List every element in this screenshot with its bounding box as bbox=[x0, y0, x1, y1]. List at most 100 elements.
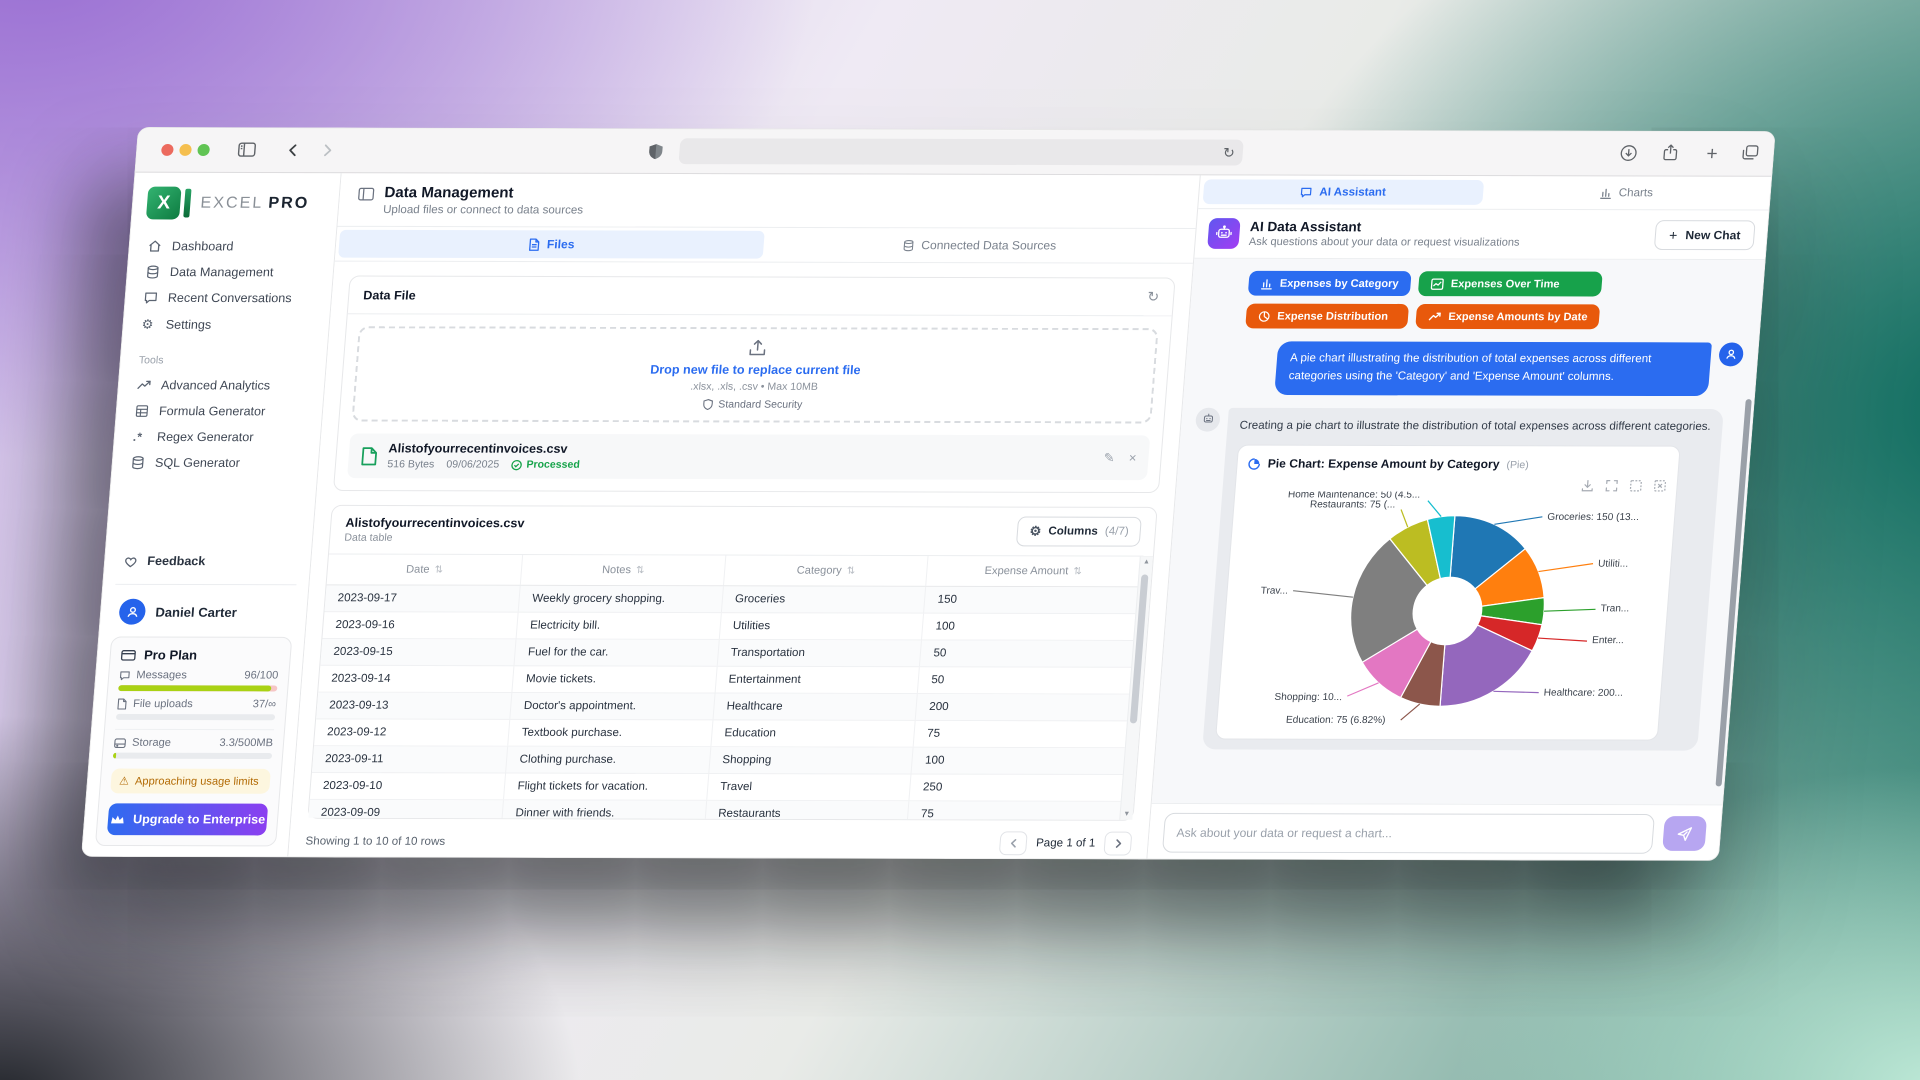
privacy-shield-icon[interactable] bbox=[648, 143, 664, 160]
sidebar-divider bbox=[115, 583, 297, 586]
dropzone-security: Standard Security bbox=[703, 399, 803, 411]
assistant-subtitle: Ask questions about your data or request… bbox=[1248, 236, 1521, 249]
reset-zoom-icon[interactable] bbox=[1653, 479, 1667, 492]
column-header-notes[interactable]: Notes ⇅ bbox=[521, 555, 727, 586]
file-dropzone[interactable]: Drop new file to replace current file .x… bbox=[351, 326, 1159, 424]
sidebar-item-advanced-analytics[interactable]: Advanced Analytics bbox=[130, 372, 313, 398]
assistant-message-text: Creating a pie chart to illustrate the d… bbox=[1239, 419, 1712, 433]
tab-files[interactable]: Files bbox=[338, 229, 765, 259]
tab-charts[interactable]: Charts bbox=[1486, 180, 1767, 206]
table-row[interactable]: 2023-09-09 Dinner with friends. Restaurant… bbox=[308, 799, 1121, 820]
send-button[interactable] bbox=[1662, 816, 1708, 851]
download-chart-icon[interactable] bbox=[1581, 479, 1595, 492]
pagination: Page 1 of 1 bbox=[998, 831, 1133, 856]
pie-slice-home-maintenance[interactable] bbox=[1423, 515, 1456, 580]
trending-up-icon bbox=[136, 378, 152, 392]
chat-input-bar bbox=[1147, 802, 1723, 861]
tab-ai-assistant[interactable]: AI Assistant bbox=[1202, 179, 1484, 205]
pie-slice-groceries[interactable] bbox=[1449, 515, 1528, 590]
table-row[interactable]: 2023-09-14 Movie tickets. Entertainment 50 bbox=[318, 665, 1132, 695]
url-bar[interactable]: ↻ bbox=[678, 138, 1244, 166]
quick-action-expenses-by-category[interactable]: Expenses by Category bbox=[1247, 270, 1412, 297]
database-icon bbox=[902, 239, 915, 252]
table-cell: 2023-09-12 bbox=[314, 719, 511, 746]
assistant-message-bubble: Creating a pie chart to illustrate the d… bbox=[1202, 407, 1725, 751]
page-subtitle: Upload files or connect to data sources bbox=[382, 204, 584, 217]
uploaded-file-row[interactable]: Alistofyourrecentinvoices.csv 516 Bytes … bbox=[347, 433, 1151, 481]
chat-input[interactable] bbox=[1161, 812, 1656, 854]
quick-action-expense-amounts-by-date[interactable]: Expense Amounts by Date bbox=[1415, 303, 1601, 330]
user-profile[interactable]: Daniel Carter bbox=[112, 595, 296, 629]
table-header-row: Date ⇅ Notes ⇅ Category ⇅ Expense Amount ⇅ bbox=[326, 554, 1153, 588]
sidebar-item-label: Advanced Analytics bbox=[160, 378, 271, 393]
assistant-tabs: AI Assistant Charts bbox=[1198, 175, 1772, 211]
prev-page-button[interactable] bbox=[998, 831, 1028, 856]
data-file-card: Data File ↻ Drop new file to replace cur… bbox=[332, 275, 1176, 494]
table-row[interactable]: 2023-09-12 Textbook purchase. Education 75 bbox=[313, 719, 1127, 749]
quick-action-expenses-over-time[interactable]: Expenses Over Time bbox=[1417, 271, 1604, 297]
pie-label: Home Maintenance: 50 (4.5... bbox=[1287, 491, 1420, 500]
tab-overview-icon[interactable] bbox=[1741, 145, 1759, 161]
share-icon[interactable] bbox=[1662, 144, 1679, 162]
next-page-button[interactable] bbox=[1103, 831, 1133, 856]
sidebar-item-regex-generator[interactable]: .* Regex Generator bbox=[126, 424, 309, 450]
table-row[interactable]: 2023-09-17 Weekly grocery shopping. Grocer… bbox=[324, 585, 1138, 615]
sidebar-item-dashboard[interactable]: Dashboard bbox=[141, 233, 324, 259]
main-content: Data Management Upload files or connect … bbox=[288, 173, 1200, 861]
upgrade-button[interactable]: Upgrade to Enterprise bbox=[106, 803, 269, 836]
table-cell: Movie tickets. bbox=[512, 666, 718, 693]
uploads-progress bbox=[115, 713, 276, 721]
sidebar-toggle-icon[interactable] bbox=[237, 142, 256, 157]
close-window-button[interactable] bbox=[160, 143, 174, 156]
table-cell: Healthcare bbox=[713, 693, 919, 720]
assistant-panel: AI Assistant Charts AI Data Assistant As… bbox=[1146, 175, 1772, 861]
pie-chart: Groceries: 150 (13... Utiliti... Tran... En… bbox=[1260, 491, 1639, 726]
sidebar-item-label: Dashboard bbox=[171, 239, 235, 254]
pie-label: Healthcare: 200... bbox=[1543, 688, 1623, 699]
column-header-expense-amount[interactable]: Expense Amount ⇅ bbox=[984, 565, 1083, 578]
table-row[interactable]: 2023-09-13 Doctor's appointment. Healthcar… bbox=[316, 692, 1130, 722]
table-card-header: Alistofyourrecentinvoices.csv Data table… bbox=[329, 506, 1157, 556]
refresh-icon[interactable]: ↻ bbox=[1146, 288, 1160, 305]
forward-icon[interactable] bbox=[320, 143, 335, 157]
sidebar-item-data-management[interactable]: Data Management bbox=[139, 259, 322, 285]
back-icon[interactable] bbox=[286, 143, 301, 157]
columns-button[interactable]: ⚙ Columns (4/7) bbox=[1016, 516, 1142, 547]
sidebar-item-sql-generator[interactable]: SQL Generator bbox=[124, 450, 307, 476]
new-tab-icon[interactable]: + bbox=[1705, 143, 1719, 165]
sidebar-item-label: Formula Generator bbox=[158, 404, 266, 419]
message-icon bbox=[119, 670, 131, 681]
table-row[interactable]: 2023-09-16 Electricity bill. Utilities 100 bbox=[322, 612, 1136, 641]
pie-label-leader bbox=[1537, 637, 1588, 642]
downloads-icon[interactable] bbox=[1619, 145, 1637, 162]
remove-file-icon[interactable]: × bbox=[1128, 449, 1138, 465]
sidebar-item-formula-generator[interactable]: Formula Generator bbox=[128, 398, 311, 424]
minimize-window-button[interactable] bbox=[179, 143, 193, 156]
pie-chart-card: Pie Chart: Expense Amount by Category (P… bbox=[1215, 445, 1681, 741]
tab-connected-data-sources[interactable]: Connected Data Sources bbox=[766, 231, 1192, 260]
maximize-window-button[interactable] bbox=[197, 144, 211, 156]
regex-icon: .* bbox=[132, 429, 144, 444]
quick-action-expense-distribution[interactable]: Expense Distribution bbox=[1245, 303, 1410, 329]
column-header-date[interactable]: Date ⇅ bbox=[326, 554, 524, 585]
reload-icon[interactable]: ↻ bbox=[1222, 144, 1236, 161]
table-row[interactable]: 2023-09-10 Flight tickets for vacation. Tr… bbox=[309, 773, 1123, 802]
fullscreen-icon[interactable] bbox=[1605, 479, 1619, 492]
dropzone-title: Drop new file to replace current file bbox=[649, 362, 862, 378]
sidebar-item-recent-conversations[interactable]: Recent Conversations bbox=[137, 285, 320, 311]
pan-select-icon[interactable] bbox=[1629, 479, 1643, 492]
tab-label: Charts bbox=[1618, 186, 1654, 199]
table-row[interactable]: 2023-09-15 Fuel for the car. Transportatio… bbox=[320, 638, 1134, 668]
edit-icon[interactable]: ✎ bbox=[1103, 449, 1116, 465]
sidebar-item-settings[interactable]: ⚙ Settings bbox=[135, 311, 318, 339]
column-header-category[interactable]: Category ⇅ bbox=[723, 555, 929, 586]
main-tabs: Files Connected Data Sources bbox=[334, 226, 1196, 264]
pie-slice-healthcare[interactable] bbox=[1439, 624, 1534, 707]
table-title: Alistofyourrecentinvoices.csv bbox=[344, 515, 526, 531]
new-chat-button[interactable]: + New Chat bbox=[1653, 219, 1756, 250]
table-row[interactable]: 2023-09-11 Clothing purchase. Shopping 100 bbox=[311, 746, 1125, 776]
pie-slice-travel[interactable] bbox=[1347, 537, 1431, 664]
sidebar-item-feedback[interactable]: Feedback bbox=[116, 548, 299, 574]
uploads-value: 37/∞ bbox=[252, 698, 277, 711]
user-avatar bbox=[1718, 342, 1745, 367]
